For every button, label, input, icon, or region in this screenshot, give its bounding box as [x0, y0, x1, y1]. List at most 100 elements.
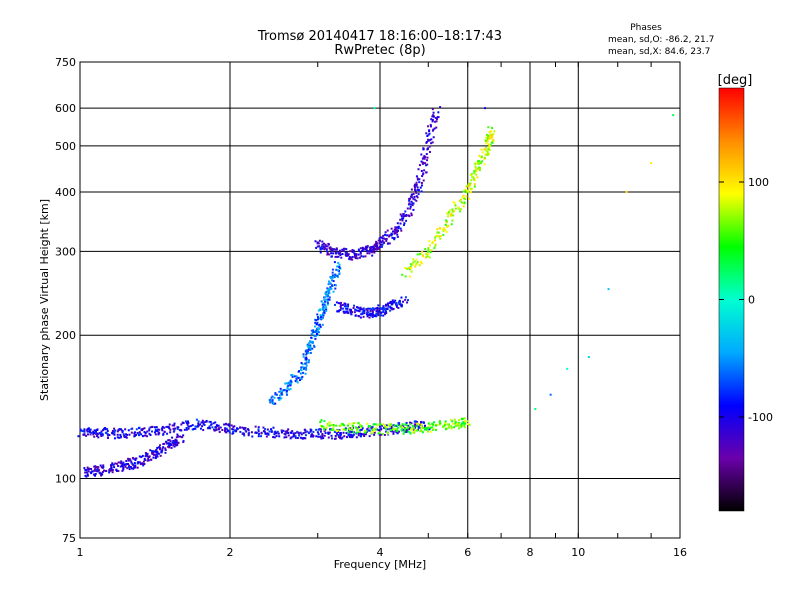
data-point	[394, 428, 397, 431]
data-point	[304, 362, 307, 365]
data-point	[338, 249, 341, 252]
data-point	[381, 243, 384, 246]
data-point	[423, 428, 426, 431]
data-point	[351, 311, 354, 314]
data-point	[341, 436, 344, 439]
data-point	[111, 431, 114, 434]
data-point	[377, 304, 380, 307]
data-point	[340, 301, 343, 304]
data-point	[483, 163, 486, 166]
data-point	[368, 429, 371, 432]
data-point	[466, 423, 469, 426]
data-point	[369, 309, 372, 312]
data-point	[418, 253, 421, 256]
y-tick-label: 200	[55, 329, 76, 342]
data-point	[368, 252, 371, 255]
data-point	[371, 307, 374, 310]
data-point	[109, 469, 112, 472]
data-point	[230, 424, 233, 427]
data-point	[439, 237, 442, 240]
data-point	[366, 252, 369, 255]
data-point	[331, 276, 334, 279]
y-axis-label: Stationary phase Virtual Height [km]	[38, 199, 51, 401]
data-point	[357, 309, 360, 312]
data-point	[481, 160, 484, 163]
data-point	[357, 248, 360, 251]
data-point	[151, 450, 154, 453]
data-point	[279, 387, 282, 390]
data-point	[322, 308, 325, 311]
data-point	[327, 283, 330, 286]
data-point	[290, 381, 293, 384]
data-point	[455, 421, 458, 424]
data-point	[380, 433, 383, 436]
data-point	[125, 463, 128, 466]
data-point	[324, 309, 327, 312]
x-tick-labels: 1 2 4 6 8 10 16	[77, 546, 688, 559]
data-point	[402, 432, 405, 435]
data-point	[413, 429, 416, 432]
data-point	[469, 187, 472, 190]
data-point	[321, 317, 324, 320]
data-point	[336, 274, 339, 277]
data-point	[180, 436, 183, 439]
data-point	[208, 420, 211, 423]
data-point	[425, 171, 428, 174]
data-point	[432, 136, 435, 139]
data-point	[380, 424, 383, 427]
data-point	[161, 425, 164, 428]
data-point	[155, 456, 158, 459]
data-point	[169, 428, 172, 431]
data-point	[235, 427, 238, 430]
data-point	[444, 229, 447, 232]
data-point	[431, 141, 434, 144]
data-point	[122, 467, 125, 470]
data-point	[478, 169, 481, 172]
data-point	[340, 307, 343, 310]
data-point	[351, 249, 354, 252]
data-point	[375, 246, 378, 249]
data-point	[316, 318, 319, 321]
data-point	[440, 235, 443, 238]
y-tick-label: 300	[55, 245, 76, 258]
data-point	[465, 185, 468, 188]
data-point	[164, 448, 167, 451]
data-point	[367, 429, 370, 432]
data-point	[358, 430, 361, 433]
data-point	[262, 426, 265, 429]
data-point	[420, 181, 423, 184]
x-tick-label: 4	[377, 546, 384, 559]
data-point	[95, 469, 98, 472]
data-point	[171, 436, 174, 439]
data-point	[168, 423, 171, 426]
data-point	[357, 426, 360, 429]
data-point	[415, 195, 418, 198]
data-point	[131, 456, 134, 459]
data-point	[371, 426, 374, 429]
data-point	[385, 430, 388, 433]
data-point	[436, 231, 439, 234]
data-point	[388, 235, 391, 238]
data-point	[351, 428, 354, 431]
data-point	[272, 402, 275, 405]
data-point	[377, 311, 380, 314]
data-point	[424, 155, 427, 158]
data-point	[470, 179, 473, 182]
data-point	[350, 433, 353, 436]
data-point	[85, 434, 88, 437]
data-point	[424, 427, 427, 430]
data-point	[435, 126, 438, 129]
data-point	[84, 474, 87, 477]
data-point	[421, 254, 424, 257]
data-point	[384, 308, 387, 311]
data-point	[166, 442, 169, 445]
data-point	[473, 171, 476, 174]
data-point	[415, 425, 418, 428]
data-point	[331, 268, 334, 271]
data-point	[270, 429, 273, 432]
data-point	[332, 290, 335, 293]
data-point	[264, 428, 267, 431]
data-point	[385, 307, 388, 310]
data-point	[407, 424, 410, 427]
